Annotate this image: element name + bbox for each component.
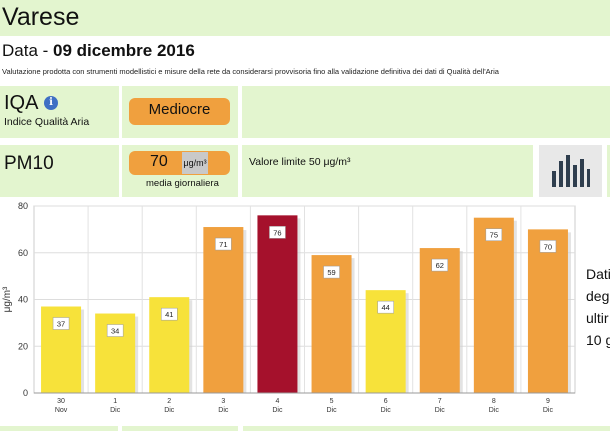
data-label: 41: [165, 310, 173, 319]
x-tick-month: Dic: [489, 407, 500, 414]
data-label-box: [539, 240, 557, 253]
data-label-box: [161, 307, 178, 321]
y-tick-label: 80: [18, 201, 28, 211]
y-tick-label: 60: [18, 248, 28, 258]
pm10-bar-chart: 0 20 40 60 80 μg/m³ 37 30 Nov 34 1 Dic 41 2 Dic 71 3 Dic 7…: [2, 201, 576, 414]
iqa-subtitle: Indice Qualità Aria: [4, 116, 90, 128]
x-tick-day: 4: [275, 398, 279, 405]
x-tick-day: 2: [167, 398, 171, 405]
data-label-box: [377, 300, 394, 314]
y-tick-label: 40: [18, 295, 28, 305]
pm10-value-badge: [129, 151, 230, 175]
bottom-panel: [243, 426, 610, 431]
pm10-label-panel: [0, 145, 119, 197]
date-prefix: Data -: [2, 41, 54, 60]
iqa-label-panel: [0, 86, 119, 138]
x-tick-month: Dic: [381, 407, 392, 414]
y-tick-label: 0: [23, 388, 28, 398]
x-tick-day: 9: [546, 398, 550, 405]
data-label: 70: [544, 242, 552, 251]
x-tick-day: 8: [492, 398, 496, 405]
bar: [527, 229, 568, 393]
info-icon[interactable]: i: [44, 96, 58, 110]
data-label-box: [323, 265, 340, 279]
data-label: 71: [219, 240, 227, 249]
data-label: 76: [273, 228, 281, 237]
side-line: 10 g: [586, 332, 610, 348]
data-label-box: [52, 317, 70, 330]
side-panel-edge: [607, 145, 610, 197]
x-tick-month: Dic: [164, 407, 175, 414]
data-label-box: [269, 226, 286, 239]
validation-note: Valutazione prodotta con strumenti model…: [2, 67, 499, 76]
side-line: ultir: [586, 310, 609, 326]
bar: [203, 227, 244, 393]
pm10-label: PM10: [4, 153, 54, 174]
date-line: Data - 09 dicembre 2016: [2, 41, 195, 61]
bar: [419, 248, 460, 393]
side-description: Dati degl ultir 10 g: [586, 263, 610, 351]
city-header: [0, 0, 610, 36]
pm10-caption: media giornaliera: [146, 178, 219, 189]
data-label-box: [485, 228, 503, 241]
data-label: 44: [381, 303, 389, 312]
bottom-panel: [0, 426, 118, 431]
x-tick-month: Dic: [543, 407, 554, 414]
x-tick-day: 3: [221, 398, 225, 405]
iqa-rating-badge: Mediocre: [129, 98, 230, 125]
data-label: 62: [436, 261, 444, 270]
x-tick-day: 1: [113, 398, 117, 405]
city-title: Varese: [2, 3, 80, 31]
side-line: Dati: [586, 266, 610, 282]
pm10-value: 70: [150, 153, 168, 170]
data-label-box: [106, 324, 124, 337]
data-label: 75: [490, 231, 498, 240]
bar: [473, 217, 514, 393]
side-line: degl: [586, 288, 610, 304]
data-label: 59: [327, 268, 335, 277]
pm10-unit: μg/m³: [182, 152, 208, 174]
bar-chart-icon: [552, 155, 590, 187]
x-tick-day: 5: [330, 398, 334, 405]
x-tick-month: Dic: [435, 407, 446, 414]
x-tick-month: Dic: [326, 407, 337, 414]
y-tick-label: 20: [18, 341, 28, 351]
data-label-box: [431, 258, 448, 272]
y-axis-label: μg/m³: [2, 286, 13, 312]
pm10-limit: Valore limite 50 μg/m³: [249, 156, 351, 168]
chart-toggle-button[interactable]: [539, 145, 602, 197]
x-tick-month: Dic: [272, 407, 283, 414]
iqa-label: IQA: [4, 92, 39, 114]
x-tick-month: Dic: [110, 407, 121, 414]
iqa-info-panel: [242, 86, 610, 138]
pm10-limit-panel: [242, 145, 533, 197]
x-tick-month: Dic: [218, 407, 229, 414]
x-tick-day: 30: [57, 398, 65, 405]
bar: [257, 215, 298, 393]
data-label: 34: [111, 327, 119, 336]
bottom-panel: [122, 426, 238, 431]
data-label: 37: [57, 320, 65, 329]
data-label-box: [215, 237, 232, 251]
x-tick-day: 6: [384, 398, 388, 405]
x-tick-day: 7: [438, 398, 442, 405]
x-tick-month: Nov: [55, 407, 68, 414]
date-value: 09 dicembre 2016: [53, 41, 195, 60]
iqa-rating-text: Mediocre: [148, 101, 211, 118]
